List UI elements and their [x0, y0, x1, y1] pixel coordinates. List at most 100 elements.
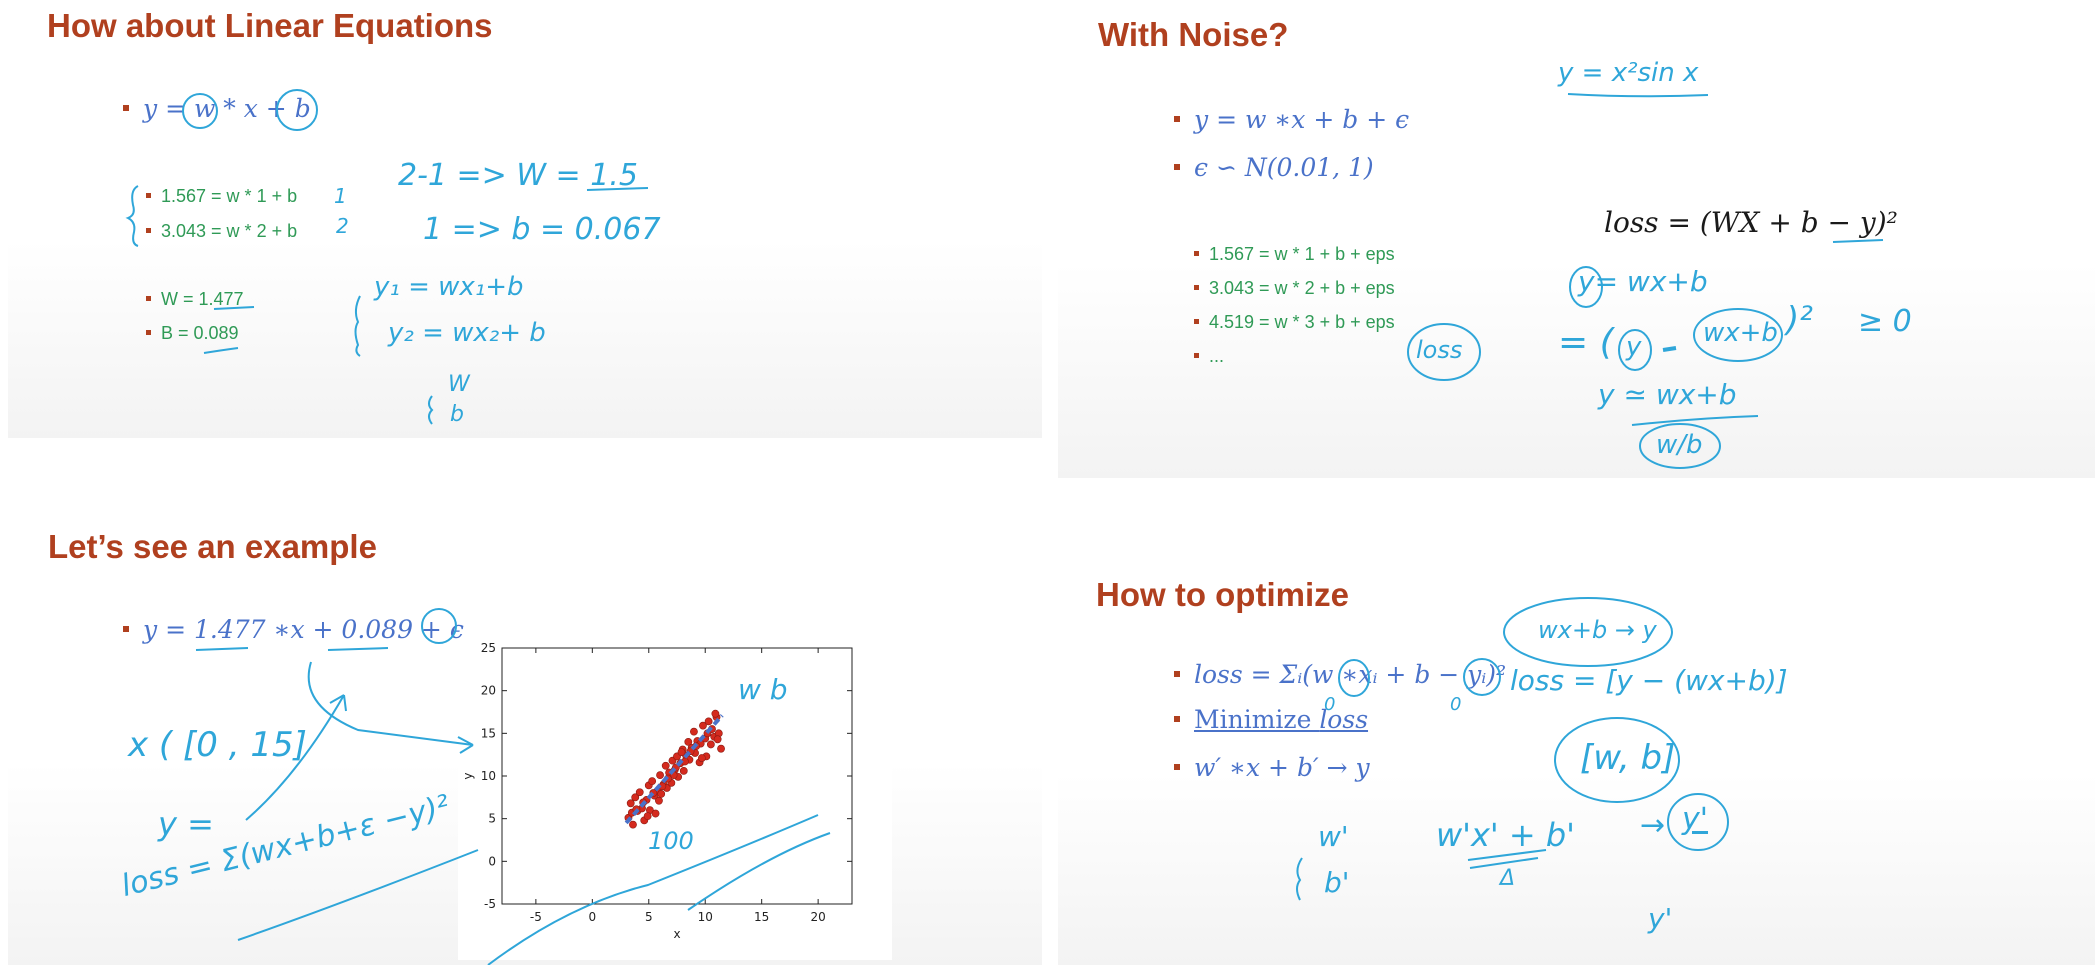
system-line-1: 1.567 = w * 1 + b [146, 186, 297, 207]
scatter-plot: -5 0 5 10 15 20 -5 0 5 10 15 20 25 x y [458, 638, 892, 960]
handwriting-annotations [1296, 597, 1729, 901]
ink-b: b [450, 402, 464, 427]
ink-100: 100 [648, 827, 694, 855]
x-axis-label: x [673, 927, 680, 941]
ink-solve-w: 2-1 => W = 1.5 [398, 158, 638, 193]
result-b: B = 0.089 [146, 323, 239, 344]
equation-text: y = w * x + b [143, 94, 311, 123]
ink-sys-1: y₁ = wx₁+b [374, 272, 524, 302]
ink-label-1: 1 [334, 184, 347, 208]
data-point [699, 721, 707, 730]
equation-bullet: y = 1.477 ∗x + 0.089 + ϵ [123, 615, 464, 644]
slide-linear-equations: How about Linear Equations y = w * x + b… [8, 0, 1042, 438]
data-point [684, 737, 693, 746]
noise-line-4: ... [1194, 346, 1224, 367]
equation-bullet-3: w′ ∗x + b′ → y [1174, 753, 1370, 782]
data-point [711, 709, 720, 718]
handwriting-annotations [1407, 93, 1884, 469]
ink-y-eq: y= wx+b [1578, 265, 1708, 298]
bullet-square [123, 104, 129, 111]
ink-x2sinx: y = x²sin x [1558, 58, 1699, 88]
data-point [690, 727, 698, 736]
y-tick-label: 25 [481, 641, 496, 655]
data-point [651, 809, 660, 818]
noise-line-3: 4.519 = w * 3 + b + eps [1194, 312, 1395, 333]
ink-y-eq: y = [158, 805, 214, 843]
ink-zero-1: 0 [1324, 694, 1336, 715]
ink-wb: w/b [1656, 430, 1703, 460]
data-point [706, 740, 715, 749]
slide-title: With Noise? [1098, 16, 1289, 53]
x-tick-label: 20 [810, 910, 825, 924]
ink-loss-bracket: loss = [y − (wx+b)] [1510, 664, 1788, 697]
x-tick-label: 0 [589, 910, 597, 924]
data-point [655, 796, 663, 805]
x-tick-label: 5 [645, 910, 653, 924]
slide-title: How about Linear Equations [47, 7, 493, 44]
loss-formula: loss = (WX + b − y)² [1604, 206, 1898, 239]
data-point [629, 820, 637, 829]
y-tick-label: -5 [484, 897, 496, 911]
data-point [679, 766, 688, 775]
equation-bullet-1: loss = Σᵢ(w ∗xᵢ + b − yᵢ)² [1174, 660, 1506, 689]
noise-line-1: 1.567 = w * 1 + b + eps [1194, 244, 1395, 265]
data-point [643, 812, 652, 821]
equation-bullet-2: ϵ ∽ N(0.01, 1) [1174, 153, 1374, 182]
slide-with-noise: With Noise? y = w ∗x + b + ϵ ϵ ∽ N(0.01,… [1058, 0, 2095, 478]
slide-title: Let’s see an example [48, 528, 377, 565]
y-tick-label: 15 [481, 726, 496, 740]
equation-bullet-2: Minimize loss [1174, 705, 1368, 734]
slide-how-to-optimize: How to optimize loss = Σᵢ(w ∗xᵢ + b − yᵢ… [1058, 540, 2095, 965]
y-axis-label: y [461, 772, 475, 779]
ink-b-prime: b' [1324, 866, 1350, 899]
data-point [661, 761, 670, 770]
ink-wx-b-prime: w'x' + b' [1436, 816, 1575, 854]
data-point [626, 799, 635, 808]
y-tick-label: 0 [488, 854, 496, 868]
ink-arrow: → [1640, 808, 1666, 843]
ink-loss: loss [1416, 336, 1463, 364]
ink-approx: y ≃ wx+b [1598, 378, 1737, 411]
handwriting-annotations [125, 89, 649, 425]
y-tick-label: 20 [481, 684, 496, 698]
ink-geq0: ≥ 0 [1858, 304, 1912, 339]
equation-bullet-1: y = w ∗x + b + ϵ [1174, 105, 1409, 134]
ink-wxb: wx+b [1703, 318, 1778, 348]
ink-close-sq: )² [1786, 300, 1813, 340]
x-tick-label: -5 [530, 910, 542, 924]
noise-line-2: 3.043 = w * 2 + b + eps [1194, 278, 1395, 299]
fit-line [624, 714, 724, 825]
ink-delta: Δ [1500, 866, 1516, 891]
data-point [704, 717, 713, 726]
ink-w: W [448, 372, 470, 397]
ink-solve-b: 1 => b = 0.067 [423, 212, 661, 247]
slide-title: How to optimize [1096, 576, 1349, 613]
ink-sys-2: y₂ = wx₂+ b [388, 318, 546, 348]
y-tick-label: 10 [481, 769, 496, 783]
ink-x-range: x ( [0 , 15] [128, 725, 307, 765]
data-point [631, 793, 640, 802]
ink-wxb-y: wx+b → y [1538, 616, 1657, 644]
x-tick-label: 15 [754, 910, 769, 924]
system-line-2: 3.043 = w * 2 + b [146, 221, 297, 242]
ink-wb-bracket: [w, b] [1580, 738, 1676, 778]
slide-example: Let’s see an example y = 1.477 ∗x + 0.08… [8, 515, 1042, 965]
ink-eq-paren: = ( [1558, 322, 1614, 363]
data-point [648, 777, 657, 786]
data-point [697, 754, 706, 762]
ink-zero-2: 0 [1450, 694, 1462, 715]
data-point [713, 735, 722, 744]
result-w: W = 1.477 [146, 289, 244, 310]
data-point [656, 771, 664, 780]
equation-bullet: y = w * x + b [123, 94, 311, 123]
x-tick-label: 10 [698, 910, 713, 924]
data-point [635, 788, 644, 797]
ink-y-prime: y' [1648, 902, 1673, 935]
ink-y: y [1626, 332, 1642, 362]
ink-label-2: 2 [336, 214, 349, 238]
scatter-plot-svg: -5 0 5 10 15 20 -5 0 5 10 15 20 25 x y [461, 641, 853, 941]
ink-w-prime: w' [1318, 820, 1349, 853]
y-tick-label: 5 [488, 812, 496, 826]
data-point [657, 790, 666, 798]
data-point [677, 748, 686, 757]
